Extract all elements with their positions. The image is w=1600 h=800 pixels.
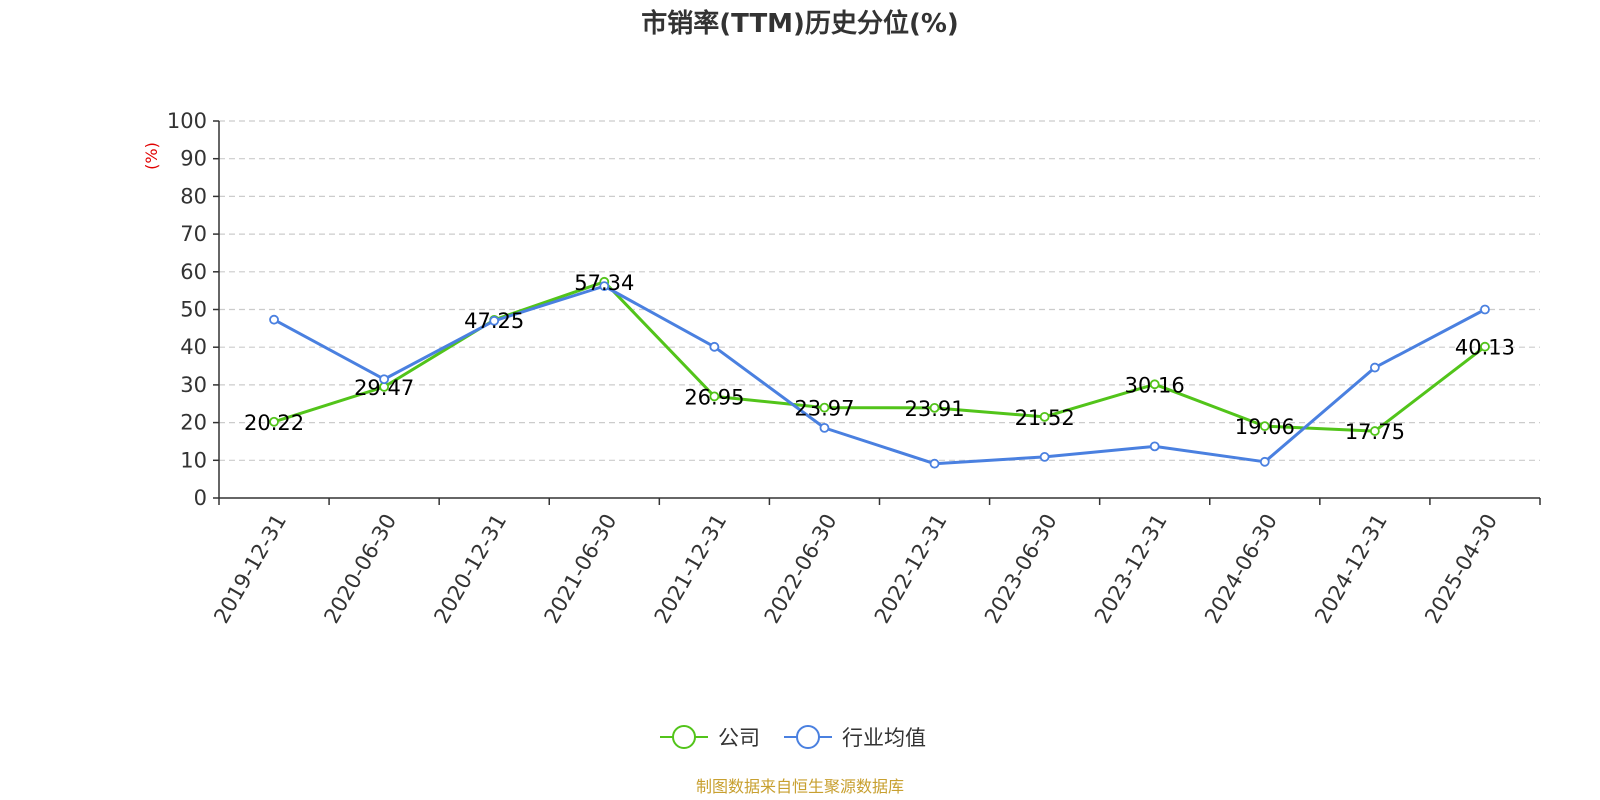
x-tick-label: 2023-06-30: [980, 510, 1062, 628]
series-line-0: [273, 280, 1486, 433]
y-tick-label: 80: [180, 184, 207, 208]
data-label: 20.22: [244, 411, 304, 435]
legend: 公司 行业均值: [660, 725, 926, 750]
source-note: 制图数据来自恒生聚源数据库: [696, 777, 904, 796]
data-point: [709, 341, 720, 352]
y-tick-label: 20: [180, 411, 207, 435]
series-layer: [269, 276, 1490, 469]
data-point: [929, 402, 940, 413]
x-tick-label: 2021-12-31: [650, 510, 732, 628]
y-tick-label: 40: [180, 335, 207, 359]
data-label: 40.13: [1455, 336, 1515, 360]
axes: 0 10 20 30 40 50 60 70 80 90 100 2019-12-31 2020-06-…: [167, 109, 1541, 628]
legend-marker-0: [672, 725, 696, 749]
legend-label-1: 行业均值: [842, 726, 926, 750]
data-point: [819, 402, 830, 413]
data-labels: 20.22 29.47 47.25 57.34 26.95 23.97 23.91 21.52…: [244, 271, 1515, 444]
data-point: [709, 391, 720, 402]
x-tick-label: 2020-12-31: [429, 510, 511, 628]
data-label: 17.75: [1345, 420, 1405, 444]
x-tick-label: 2020-06-30: [319, 510, 401, 628]
y-tick-label: 30: [180, 373, 207, 397]
data-label: 57.34: [574, 271, 634, 295]
data-point: [819, 422, 830, 433]
data-label: 23.91: [904, 397, 964, 421]
data-point: [269, 314, 279, 325]
data-point: [489, 315, 500, 326]
x-tick-label: 2025-04-30: [1420, 510, 1502, 628]
y-tick-label: 0: [194, 486, 207, 510]
y-tick-label: 100: [167, 109, 207, 133]
y-tick-label: 70: [180, 222, 207, 246]
y-tick-label: 10: [180, 448, 207, 472]
data-point: [599, 281, 610, 292]
grid-lines: [219, 120, 1540, 461]
series-line-1: [273, 284, 1486, 466]
data-point: [1149, 441, 1160, 452]
y-axis-unit: (%): [142, 142, 161, 170]
x-tick-label: 2023-12-31: [1090, 510, 1172, 628]
data-label: 21.52: [1015, 406, 1075, 430]
y-tick-label: 50: [180, 298, 207, 322]
data-point: [1259, 456, 1270, 467]
data-point: [929, 458, 940, 469]
chart-title: 市销率(TTM)历史分位(%): [641, 8, 959, 39]
x-tick-label: 2019-12-31: [209, 510, 291, 628]
data-label: 26.95: [684, 385, 744, 409]
x-tick-label: 2024-06-30: [1200, 510, 1282, 628]
data-point: [1039, 452, 1050, 462]
data-label: 23.97: [794, 397, 854, 421]
data-label: 19.06: [1235, 415, 1295, 439]
data-point: [1259, 421, 1270, 432]
x-tick-label: 2022-06-30: [760, 510, 842, 628]
x-tick-label: 2021-06-30: [540, 510, 622, 628]
data-point: [1149, 379, 1160, 390]
data-label: 47.25: [464, 309, 524, 333]
y-tick-label: 90: [180, 147, 207, 171]
data-point: [1369, 426, 1380, 436]
x-tick-label: 2022-12-31: [870, 510, 952, 628]
legend-label-0: 公司: [718, 726, 760, 750]
legend-marker-1: [796, 725, 820, 749]
data-label: 29.47: [354, 376, 414, 400]
data-point: [379, 374, 390, 385]
data-point: [1039, 411, 1050, 422]
y-tick-label: 60: [180, 260, 207, 284]
data-point: [1369, 362, 1380, 373]
data-point: [1480, 341, 1490, 352]
data-label: 30.16: [1125, 373, 1185, 397]
data-point: [1480, 304, 1490, 315]
x-tick-label: 2024-12-31: [1310, 510, 1392, 628]
data-point: [269, 416, 279, 427]
